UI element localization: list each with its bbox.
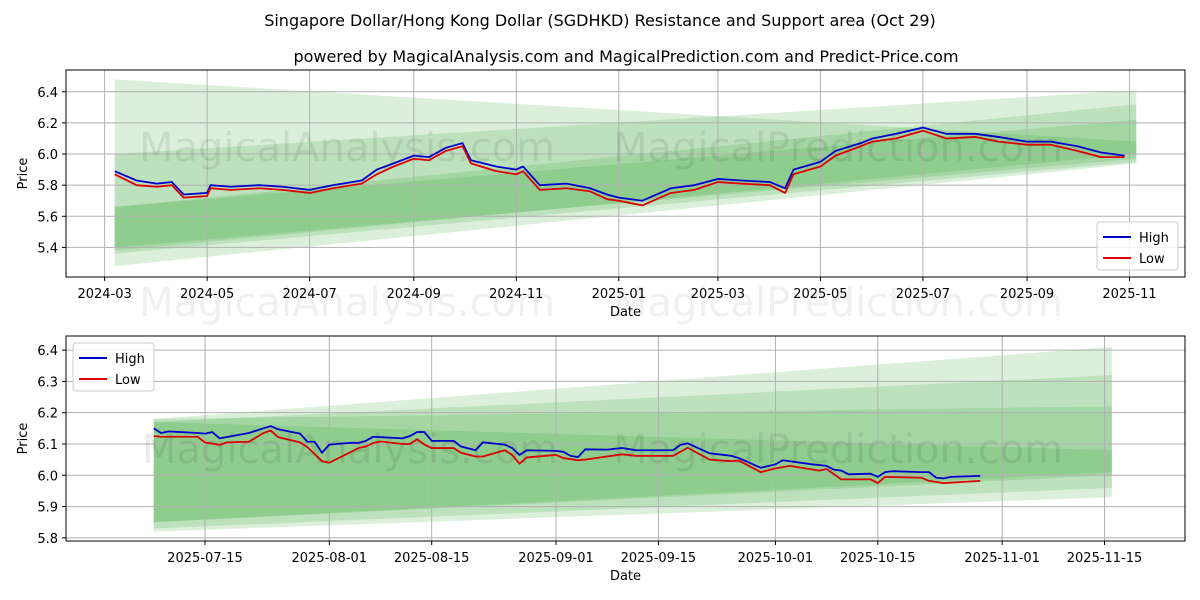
legend: High Low (72, 342, 155, 392)
chart-panel-1: 5.4 5.6 5.8 6.0 6.2 6.4 2024-03 2024-05 2024-07 2… (16, 69, 1186, 326)
support-resistance-band (114, 90, 1137, 254)
plot-frame (65, 335, 1186, 542)
x-tick-label: 2024-09 (387, 287, 441, 302)
x-tick-label: 2025-09 (1000, 287, 1054, 302)
x-tick-label: 2024-03 (77, 287, 131, 302)
x-tick-label: 2024-07 (282, 287, 336, 302)
legend-box (1096, 221, 1179, 271)
y-tick-label: 6.4 (37, 344, 58, 359)
y-tick-label: 5.8 (37, 532, 58, 547)
y-tick-label: 5.4 (37, 241, 58, 256)
x-tick-label: 2025-08-01 (292, 551, 368, 566)
watermark: MagicalAnalysis.com (139, 125, 555, 171)
x-tick-label: 2025-09-01 (518, 551, 594, 566)
y-tick-label: 5.9 (37, 501, 58, 516)
x-tick-label: 2024-05 (180, 287, 234, 302)
legend-box (72, 342, 155, 392)
series-line-low (153, 429, 981, 484)
x-tick-label: 2025-09-15 (621, 551, 697, 566)
support-resistance-band (153, 375, 1112, 529)
y-tick-label: 6.1 (37, 438, 58, 453)
series-line-high (153, 425, 981, 480)
y-tick-label: 6.2 (37, 117, 58, 132)
x-axis-label: Date (610, 569, 641, 584)
legend-label-high: High (115, 352, 145, 367)
series-line-low (114, 129, 1125, 207)
legend-label-low: Low (115, 373, 141, 388)
watermark: MagicalPrediction.com (613, 280, 1063, 326)
x-tick-label: 2025-03 (691, 287, 745, 302)
y-tick-label: 5.6 (37, 210, 58, 225)
x-tick-label: 2025-07 (896, 287, 950, 302)
x-tick-label: 2025-11-01 (964, 551, 1040, 566)
watermark: MagicalPrediction.com (613, 125, 1063, 171)
series-line-high (114, 126, 1125, 202)
legend-label-low: Low (1139, 252, 1165, 267)
y-axis-label: Price (16, 158, 31, 190)
x-tick-label: 2025-11 (1102, 287, 1156, 302)
x-tick-label: 2025-10-01 (738, 551, 814, 566)
watermark: MagicalAnalysis.com (139, 280, 555, 326)
support-resistance-band (114, 79, 1137, 267)
plot-frame (65, 69, 1186, 278)
watermark: MagicalAnalysis.com (142, 427, 558, 473)
watermark: MagicalPrediction.com (613, 427, 1063, 473)
legend: High Low (1096, 221, 1179, 271)
x-tick-label: 2025-10-15 (840, 551, 916, 566)
y-tick-label: 6.0 (37, 148, 58, 163)
support-resistance-band (153, 422, 1112, 523)
x-tick-label: 2024-11 (489, 287, 543, 302)
support-resistance-band (153, 346, 1112, 532)
y-tick-label: 6.3 (37, 375, 58, 390)
x-tick-label: 2025-01 (592, 287, 646, 302)
y-tick-label: 6.2 (37, 407, 58, 422)
x-tick-label: 2025-07-15 (167, 551, 243, 566)
y-tick-label: 6.0 (37, 469, 58, 484)
chart-title: Singapore Dollar/Hong Kong Dollar (SGDHK… (264, 11, 936, 30)
x-axis-label: Date (610, 305, 641, 320)
legend-label-high: High (1139, 231, 1169, 246)
y-axis-label: Price (16, 423, 31, 455)
x-tick-label: 2025-05 (793, 287, 847, 302)
y-tick-label: 5.8 (37, 179, 58, 194)
y-tick-label: 6.4 (37, 86, 58, 101)
chart-subtitle: powered by MagicalAnalysis.com and Magic… (293, 47, 958, 66)
x-tick-label: 2025-11-15 (1067, 551, 1143, 566)
x-tick-label: 2025-08-15 (394, 551, 470, 566)
support-resistance-band (153, 406, 1112, 523)
chart-panel-2: 5.8 5.9 6.0 6.1 6.2 6.3 6.4 2025-07-15 2025-08-0… (16, 335, 1186, 584)
